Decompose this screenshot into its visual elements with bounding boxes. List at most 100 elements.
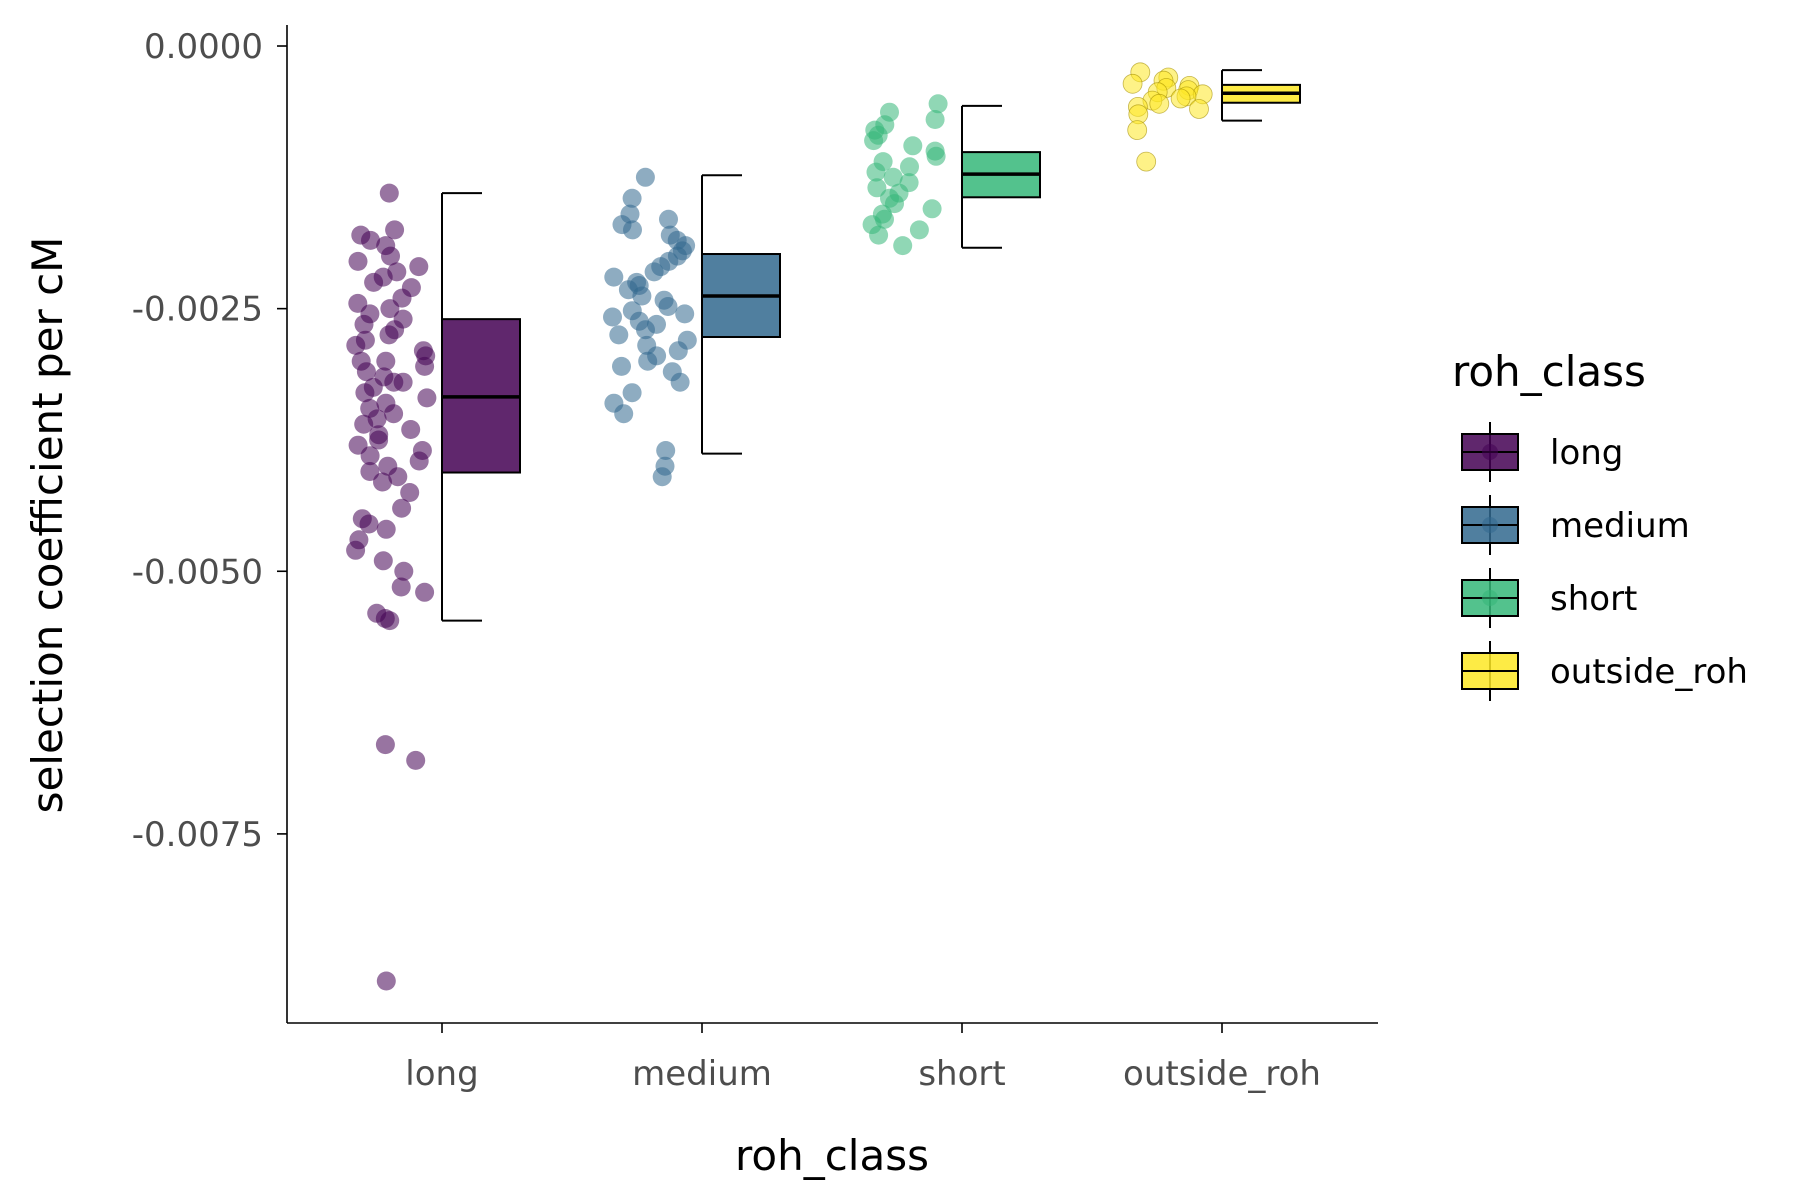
data-point xyxy=(900,157,919,177)
legend-item-short: short xyxy=(1461,568,1637,628)
data-point xyxy=(388,467,408,487)
data-point xyxy=(400,483,420,502)
legend-label: outside_roh xyxy=(1550,652,1748,692)
data-point xyxy=(373,472,392,492)
data-point xyxy=(659,209,678,229)
data-point xyxy=(380,611,400,631)
data-point xyxy=(1127,120,1148,141)
data-point xyxy=(623,220,642,240)
data-point xyxy=(644,262,664,282)
y-tick-label: -0.0025 xyxy=(132,290,263,330)
legend-key-point xyxy=(1482,590,1498,606)
data-point xyxy=(406,750,426,770)
y-tick-label: 0.0000 xyxy=(144,27,263,67)
data-point xyxy=(354,414,374,434)
axes xyxy=(286,25,1378,1024)
legend-key-point xyxy=(1482,517,1498,533)
data-point xyxy=(380,299,400,319)
data-point xyxy=(391,577,411,597)
data-point xyxy=(603,307,622,327)
y-axis-title: selection coefficient per cM xyxy=(23,237,72,814)
data-point xyxy=(379,183,399,203)
data-point xyxy=(373,551,393,571)
data-point xyxy=(1149,93,1170,114)
data-point xyxy=(614,404,634,424)
y-axis-ticks: 0.0000 -0.0025 -0.0050 -0.0075 xyxy=(132,27,287,855)
legend-title: roh_class xyxy=(1452,347,1646,396)
data-point xyxy=(668,341,688,361)
data-point xyxy=(922,199,942,219)
data-point xyxy=(658,297,678,316)
box-short xyxy=(961,104,1041,249)
data-point xyxy=(1122,73,1143,94)
legend-label: long xyxy=(1550,433,1623,473)
data-point xyxy=(381,246,400,266)
data-point xyxy=(909,220,929,240)
data-point xyxy=(394,561,414,581)
data-point xyxy=(622,188,642,208)
data-point xyxy=(376,351,396,371)
x-tick-label: outside_roh xyxy=(1123,1054,1321,1094)
data-point xyxy=(384,404,404,424)
data-point xyxy=(675,304,695,324)
x-tick-label: long xyxy=(405,1054,478,1094)
data-point xyxy=(355,383,375,403)
data-point xyxy=(893,236,913,256)
data-point xyxy=(359,514,379,534)
data-points xyxy=(346,62,1213,991)
data-point xyxy=(635,167,655,187)
data-point xyxy=(409,257,429,277)
data-point xyxy=(393,372,413,392)
data-point xyxy=(376,519,396,539)
legend-label: medium xyxy=(1550,506,1690,546)
data-point xyxy=(356,362,376,382)
data-point xyxy=(392,498,412,518)
data-point xyxy=(604,267,624,287)
box-plots xyxy=(441,69,1301,622)
box-outside_roh xyxy=(1221,69,1301,122)
legend-item-long: long xyxy=(1461,422,1623,482)
data-point xyxy=(1136,151,1157,172)
data-point xyxy=(926,146,946,166)
x-axis-title: roh_class xyxy=(735,1131,929,1180)
data-point xyxy=(348,251,368,271)
data-point xyxy=(883,167,903,187)
x-tick-label: medium xyxy=(632,1054,772,1094)
data-point xyxy=(415,582,435,602)
data-point xyxy=(346,540,366,560)
data-point xyxy=(360,446,380,466)
data-point xyxy=(670,372,690,392)
data-point xyxy=(415,356,435,376)
data-point xyxy=(866,162,886,182)
data-point xyxy=(869,225,889,245)
data-point xyxy=(652,467,672,487)
legend-item-medium: medium xyxy=(1461,495,1690,555)
data-point xyxy=(638,351,658,371)
data-point xyxy=(346,335,366,355)
y-tick-label: -0.0075 xyxy=(132,815,263,855)
data-point xyxy=(401,420,421,439)
y-tick-label: -0.0050 xyxy=(132,552,263,592)
data-point xyxy=(364,272,384,292)
data-point xyxy=(369,430,389,450)
data-point xyxy=(1170,88,1191,109)
data-point xyxy=(636,320,655,340)
data-point xyxy=(656,441,676,460)
data-point xyxy=(361,230,380,250)
legend: roh_class long medium short outside_roh xyxy=(1452,347,1748,701)
data-point xyxy=(385,220,405,240)
box-medium xyxy=(701,174,781,455)
data-point xyxy=(928,94,948,114)
x-tick-label: short xyxy=(918,1054,1005,1094)
legend-item-outside_roh: outside_roh xyxy=(1461,641,1748,701)
data-point xyxy=(376,971,396,991)
data-point xyxy=(632,286,652,306)
legend-items: long medium short outside_roh xyxy=(1461,422,1748,701)
legend-label: short xyxy=(1550,579,1637,619)
x-axis-ticks: long medium short outside_roh xyxy=(405,1023,1321,1094)
data-point xyxy=(903,136,923,156)
data-point xyxy=(612,356,631,376)
data-point xyxy=(609,325,629,345)
box-long xyxy=(441,192,521,622)
data-point xyxy=(409,451,429,471)
